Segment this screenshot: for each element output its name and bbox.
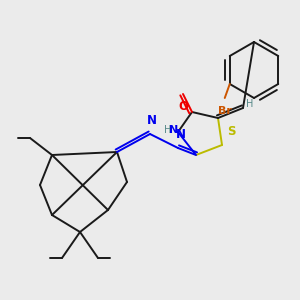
Text: Br: Br (218, 106, 232, 116)
Text: O: O (178, 100, 188, 113)
Text: S: S (227, 125, 236, 138)
Text: N: N (176, 128, 186, 141)
Text: H: H (246, 99, 254, 109)
Text: N: N (147, 114, 157, 127)
Text: N: N (169, 125, 178, 135)
Text: H: H (164, 125, 172, 135)
